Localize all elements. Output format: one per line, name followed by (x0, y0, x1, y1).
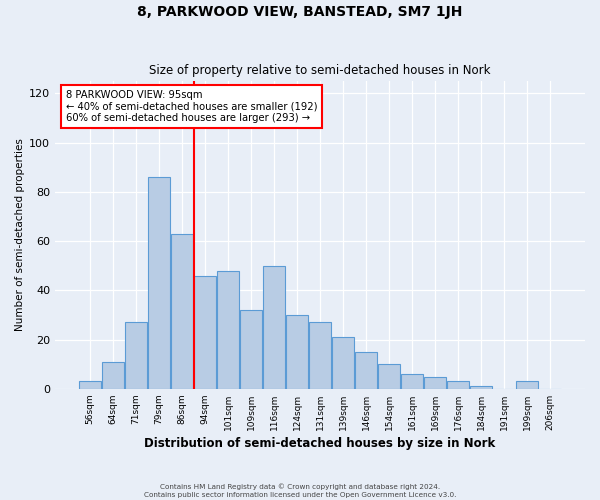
Title: Size of property relative to semi-detached houses in Nork: Size of property relative to semi-detach… (149, 64, 491, 77)
Bar (401, 374, 423, 389)
Bar (516, 382, 538, 389)
Bar (148, 177, 170, 389)
Bar (355, 352, 377, 389)
Bar (378, 364, 400, 389)
Text: Contains HM Land Registry data © Crown copyright and database right 2024.
Contai: Contains HM Land Registry data © Crown c… (144, 484, 456, 498)
X-axis label: Distribution of semi-detached houses by size in Nork: Distribution of semi-detached houses by … (145, 437, 496, 450)
Bar (447, 382, 469, 389)
Bar (240, 310, 262, 389)
Bar (102, 362, 124, 389)
Bar (171, 234, 193, 389)
Bar (194, 276, 216, 389)
Text: 8 PARKWOOD VIEW: 95sqm
← 40% of semi-detached houses are smaller (192)
60% of se: 8 PARKWOOD VIEW: 95sqm ← 40% of semi-det… (66, 90, 317, 124)
Bar (424, 376, 446, 389)
Bar (286, 315, 308, 389)
Y-axis label: Number of semi-detached properties: Number of semi-detached properties (15, 138, 25, 332)
Bar (79, 382, 101, 389)
Bar (332, 337, 354, 389)
Bar (263, 266, 285, 389)
Bar (309, 322, 331, 389)
Text: 8, PARKWOOD VIEW, BANSTEAD, SM7 1JH: 8, PARKWOOD VIEW, BANSTEAD, SM7 1JH (137, 5, 463, 19)
Bar (470, 386, 492, 389)
Bar (217, 270, 239, 389)
Bar (125, 322, 147, 389)
